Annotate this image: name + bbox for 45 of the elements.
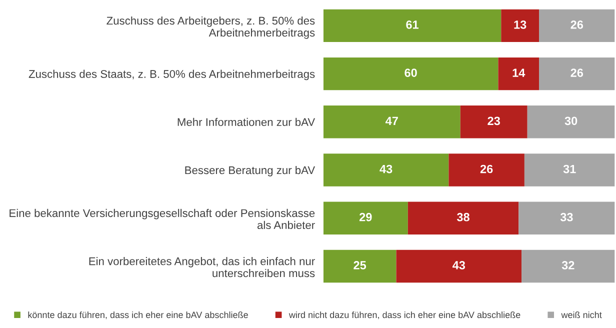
bar [323,106,460,138]
y-tick-label: Zuschuss des Staats, z. B. 50% des Arbeitnehmerbeitrags [28,70,315,80]
bar [539,57,615,90]
bar [522,250,615,283]
bar [498,57,540,90]
bar [524,154,615,186]
bar [323,9,502,42]
data-label: 60 [404,68,417,77]
legend-label: weiß nicht [561,311,602,318]
data-label: 32 [562,261,574,270]
bar [527,106,615,138]
bar [323,202,408,234]
data-label: 26 [480,164,493,174]
bar [323,250,396,283]
data-label: 61 [406,20,419,29]
bar [448,154,524,186]
bar [408,202,519,234]
y-tick-label: Ein vorbereitetes Angebot, das ich einfach nur unterschreiben muss [89,257,315,278]
data-label: 14 [512,68,526,77]
data-label: 13 [514,20,526,29]
bar [460,106,528,138]
y-tick-label: Zuschuss des Arbeitgebers, z. B. 50% des Arbeitnehmerbeitrags [106,16,315,39]
y-tick-label: Mehr Informationen zur bAV [178,118,316,126]
data-label: 31 [563,164,576,174]
bar [501,9,540,42]
legend-label: könnte dazu führen, dass ich eher eine bAV abschließe [28,311,248,320]
data-label: 26 [570,20,584,29]
data-label: 25 [354,261,366,270]
data-label: 43 [452,261,466,270]
data-label: 47 [385,116,398,125]
data-label: 43 [380,164,392,174]
y-tick-label: Bessere Beratung zur bAV [185,166,316,176]
legend-label: wird nicht dazu führen, dass ich eher eine bAV abschließe [288,311,520,320]
data-label: 38 [456,212,470,222]
bar [539,9,615,42]
data-label: 30 [564,116,578,126]
data-label: 26 [570,68,584,77]
y-tick-label: Eine bekannte Versicherungsgesellschaft oder Pensionskasse als Anbieter [10,208,315,230]
data-label: 33 [560,212,573,222]
bar [323,57,498,90]
data-label: 29 [359,212,372,222]
bar [396,250,522,283]
data-label: 23 [488,116,500,126]
bar [518,202,615,234]
bar [323,154,449,186]
